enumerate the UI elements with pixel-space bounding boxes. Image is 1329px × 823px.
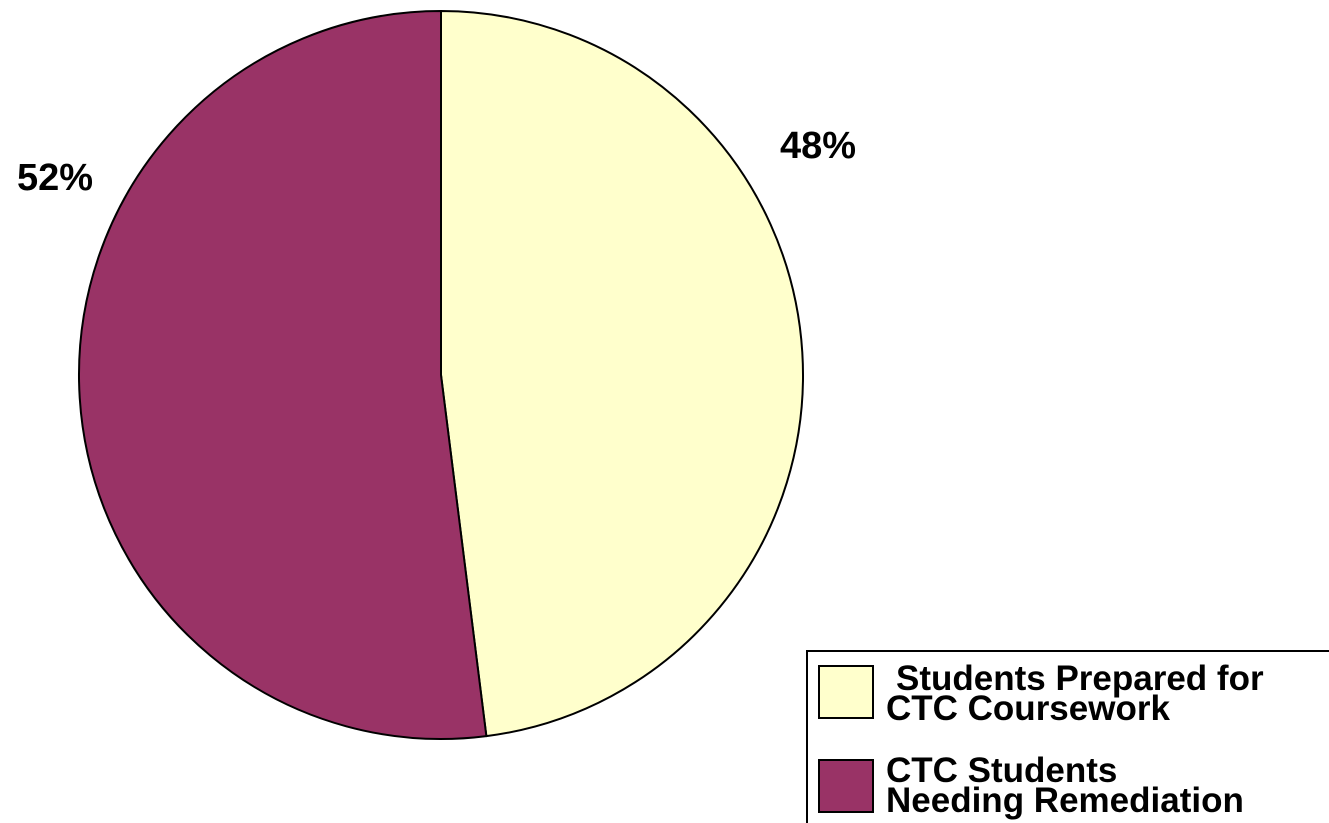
legend-swatch-remediation — [818, 759, 874, 813]
legend-swatch-prepared — [818, 665, 874, 719]
chart-legend: Students Prepared for CTC Coursework CTC… — [806, 650, 1329, 823]
slice-percent-label-prepared: 48% — [780, 125, 856, 167]
slice-percent-label-remediation: 52% — [17, 157, 93, 199]
legend-label-remediation: CTC Students Needing Remediation — [886, 751, 1244, 820]
legend-label-line: Needing Remediation — [886, 781, 1244, 820]
pie-slice-prepared — [440, 10, 804, 738]
legend-label-line: CTC Students — [886, 751, 1118, 790]
legend-label-line: Students Prepared for — [896, 659, 1264, 698]
legend-label-prepared: Students Prepared for CTC Coursework — [886, 659, 1264, 726]
legend-label-line: CTC Coursework — [886, 689, 1170, 728]
pie-slice-remediation — [78, 10, 488, 740]
